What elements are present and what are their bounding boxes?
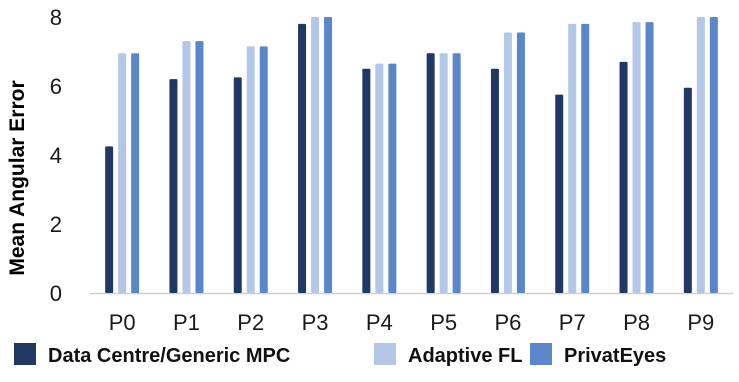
y-tick-label: 8 — [50, 5, 62, 30]
bar-p6-series-1 — [490, 68, 499, 293]
bar-p5-series-2 — [439, 53, 448, 293]
bar-p0-series-3 — [131, 53, 140, 293]
y-tick-label: 4 — [50, 143, 62, 168]
legend-swatch-1 — [14, 343, 36, 365]
bar-p8-series-3 — [645, 22, 654, 294]
x-tick-label: P8 — [623, 310, 650, 335]
bar-p9-series-2 — [696, 17, 705, 293]
bar-p3-series-1 — [298, 23, 307, 294]
bar-p6-series-3 — [516, 32, 525, 294]
bar-p2-series-2 — [246, 46, 255, 294]
x-tick-label: P4 — [366, 310, 393, 335]
y-tick-label: 0 — [50, 281, 62, 306]
x-tick-label: P9 — [687, 310, 714, 335]
bar-p7-series-3 — [581, 23, 590, 294]
bar-p0-series-1 — [105, 146, 114, 293]
legend-swatch-2 — [374, 343, 396, 365]
bar-p7-series-1 — [555, 94, 564, 293]
y-tick-label: 6 — [50, 74, 62, 99]
bar-p7-series-2 — [568, 23, 577, 294]
bar-series-group — [105, 17, 718, 294]
x-tick-label: P3 — [302, 310, 329, 335]
y-tick-label: 2 — [50, 212, 62, 237]
x-axis-ticks: P0 P1 P2 P3 P4 P5 P6 P7 P8 P9 — [109, 310, 715, 335]
x-tick-label: P6 — [494, 310, 521, 335]
bar-p1-series-2 — [182, 41, 191, 294]
y-axis-title: Mean Angular Error — [6, 80, 29, 275]
bar-p8-series-1 — [619, 61, 628, 293]
legend-label-2: Adaptive FL — [408, 345, 522, 367]
legend: Data Centre/Generic MPC Adaptive FL Privat… — [14, 343, 666, 367]
bar-p5-series-3 — [452, 53, 461, 293]
bar-p3-series-2 — [311, 17, 320, 293]
legend-label-1: Data Centre/Generic MPC — [48, 345, 290, 367]
y-axis-ticks: 0 2 4 6 8 — [50, 5, 62, 306]
x-tick-label: P1 — [173, 310, 200, 335]
x-tick-label: P7 — [559, 310, 586, 335]
legend-label-3: PrivatEyes — [564, 345, 666, 367]
x-tick-label: P2 — [237, 310, 264, 335]
x-tick-label: P0 — [109, 310, 136, 335]
bar-p4-series-2 — [375, 63, 384, 294]
x-tick-label: P5 — [430, 310, 457, 335]
bar-p9-series-1 — [683, 87, 692, 293]
bar-p1-series-3 — [195, 41, 204, 294]
bar-p5-series-1 — [426, 53, 435, 293]
bar-p2-series-3 — [259, 46, 268, 294]
bar-p3-series-3 — [324, 17, 333, 293]
bar-p8-series-2 — [632, 22, 641, 294]
bar-p4-series-3 — [388, 63, 397, 294]
bar-p9-series-3 — [709, 17, 718, 293]
bar-p2-series-1 — [233, 77, 242, 293]
bar-p6-series-2 — [503, 32, 512, 294]
bar-p1-series-1 — [169, 79, 178, 293]
legend-swatch-3 — [530, 343, 552, 365]
bar-p4-series-1 — [362, 68, 371, 293]
bar-p0-series-2 — [118, 53, 127, 293]
